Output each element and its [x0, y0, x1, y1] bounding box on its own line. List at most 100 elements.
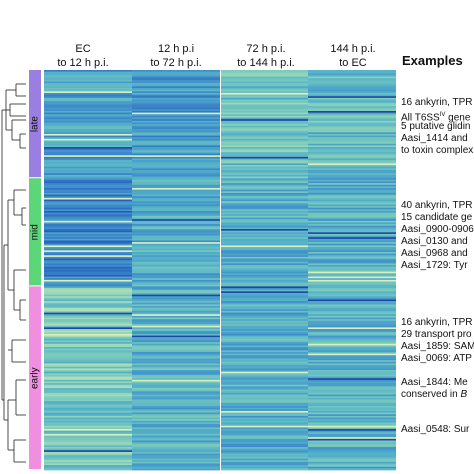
heatmap-cell — [44, 106, 132, 109]
heatmap-cell — [308, 283, 396, 286]
heatmap-cell — [221, 379, 309, 382]
heatmap-cell — [221, 337, 309, 340]
heatmap-cell — [44, 315, 132, 318]
heatmap-cell — [44, 419, 132, 422]
heatmap-cell — [221, 438, 309, 441]
heatmap-cell — [44, 122, 132, 125]
heatmap-cell — [308, 458, 396, 461]
heatmap-cell — [44, 460, 132, 463]
heatmap-cell — [132, 240, 220, 243]
heatmap-cell — [308, 212, 396, 215]
heatmap-cell — [221, 376, 309, 379]
heatmap-cell — [44, 132, 132, 135]
heatmap-cell — [44, 430, 132, 433]
heatmap-cell — [221, 99, 309, 102]
heatmap-cell — [221, 461, 309, 464]
heatmap-cell — [44, 222, 132, 225]
heatmap-cell — [132, 422, 220, 425]
heatmap-cell — [308, 276, 396, 279]
heatmap-cell — [221, 363, 309, 366]
heatmap-cell — [44, 402, 132, 405]
heatmap-cell — [308, 407, 396, 410]
heatmap-cell — [308, 112, 396, 115]
heatmap-cell — [132, 107, 220, 110]
heatmap-cell — [132, 99, 220, 102]
heatmap-cell — [221, 263, 309, 266]
heatmap-cell — [221, 274, 309, 277]
heatmap-cell — [132, 379, 220, 382]
heatmap-cell — [44, 133, 132, 136]
heatmap-cell — [308, 448, 396, 451]
heatmap-cell — [308, 306, 396, 309]
heatmap-cell — [221, 78, 309, 81]
heatmap-cell — [221, 158, 309, 161]
heatmap-cell — [308, 233, 396, 236]
heatmap-cell — [132, 189, 220, 192]
heatmap-cell — [221, 189, 309, 192]
heatmap-cell — [308, 148, 396, 151]
heatmap-cell — [221, 286, 309, 289]
heatmap-cell — [308, 102, 396, 105]
heatmap-cell — [308, 186, 396, 189]
heatmap-cell — [132, 106, 220, 109]
heatmap-cell — [44, 417, 132, 420]
heatmap-cell — [308, 74, 396, 77]
heatmap-cell — [308, 158, 396, 161]
heatmap-cell — [132, 250, 220, 253]
heatmap-cell — [132, 202, 220, 205]
heatmap-cell — [308, 307, 396, 310]
heatmap-cell — [44, 140, 132, 143]
heatmap-cell — [44, 276, 132, 279]
heatmap-cell — [221, 420, 309, 423]
heatmap-cell — [132, 373, 220, 376]
heatmap-cell — [44, 261, 132, 264]
heatmap-cell — [308, 97, 396, 100]
heatmap-cell — [44, 119, 132, 122]
heatmap-cell — [221, 342, 309, 345]
heatmap-cell — [132, 260, 220, 263]
heatmap-cell — [132, 86, 220, 89]
heatmap-cell — [132, 115, 220, 118]
heatmap-cell — [132, 453, 220, 456]
heatmap-cell — [44, 243, 132, 246]
heatmap-cell — [221, 96, 309, 99]
heatmap-cell — [132, 399, 220, 402]
heatmap-cell — [132, 238, 220, 241]
heatmap-cell — [132, 392, 220, 395]
heatmap-cell — [221, 235, 309, 238]
heatmap-cell — [44, 306, 132, 309]
heatmap-cell — [221, 255, 309, 258]
heatmap-cell — [221, 114, 309, 117]
heatmap-cell — [221, 129, 309, 132]
heatmap-cell — [44, 265, 132, 268]
heatmap-cell — [221, 314, 309, 317]
heatmap-cell — [221, 468, 309, 471]
heatmap-cell — [221, 315, 309, 318]
example-line: 29 transport pro — [401, 329, 472, 340]
heatmap-cell — [221, 256, 309, 259]
heatmap-cell — [308, 130, 396, 133]
heatmap-cell — [44, 442, 132, 445]
heatmap-cell — [221, 319, 309, 322]
heatmap-cell — [132, 361, 220, 364]
heatmap-cell — [44, 255, 132, 258]
heatmap-cell — [132, 365, 220, 368]
heatmap-cell — [308, 137, 396, 140]
heatmap-cell — [308, 114, 396, 117]
heatmap-cell — [132, 142, 220, 145]
heatmap-cell — [132, 312, 220, 315]
heatmap-cell — [308, 238, 396, 241]
heatmap-cell — [221, 396, 309, 399]
heatmap-cell — [44, 207, 132, 210]
heatmap-cell — [44, 355, 132, 358]
heatmap-cell — [44, 197, 132, 200]
heatmap-cell — [221, 340, 309, 343]
heatmap-cell — [132, 201, 220, 204]
heatmap-cell — [308, 433, 396, 436]
heatmap-cell — [44, 445, 132, 448]
heatmap-cell — [44, 91, 132, 94]
heatmap-cell — [308, 261, 396, 264]
heatmap-cell — [44, 407, 132, 410]
heatmap-cell — [44, 120, 132, 123]
heatmap-cell — [308, 161, 396, 164]
